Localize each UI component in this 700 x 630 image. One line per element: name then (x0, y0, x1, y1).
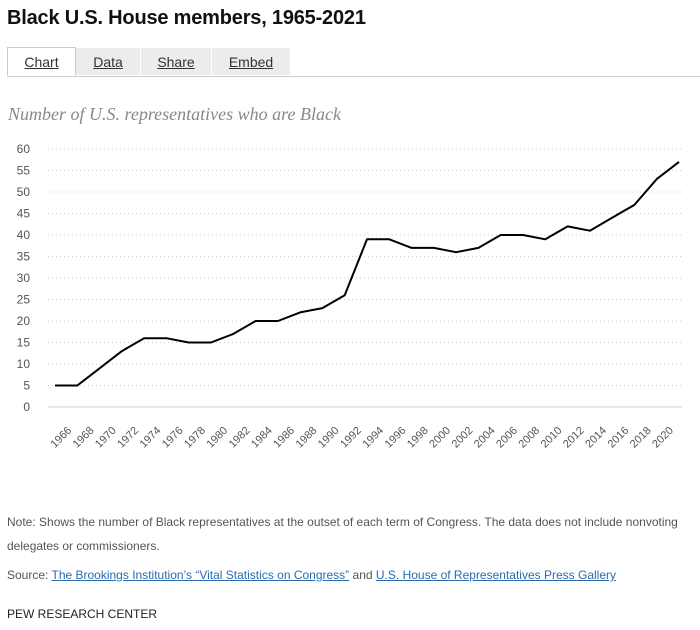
tab-chart[interactable]: Chart (7, 47, 76, 76)
chart-subtitle: Number of U.S. representatives who are B… (8, 104, 341, 124)
y-tick-label: 0 (23, 400, 30, 414)
x-tick-label: 1976 (160, 425, 186, 451)
y-tick-label: 10 (17, 357, 31, 371)
x-tick-label: 1992 (338, 425, 364, 451)
line-chart: 0 5 10 15 20 25 30 35 40 45 50 55 60 1966196819701972… (17, 142, 682, 451)
y-tick-label: 25 (17, 293, 31, 307)
y-tick-label: 50 (17, 185, 31, 199)
x-tick-label: 2018 (628, 425, 654, 451)
x-tick-label: 2004 (472, 425, 498, 451)
x-tick-label: 2008 (516, 425, 542, 451)
x-tick-label: 2006 (494, 425, 520, 451)
x-tick-label: 1970 (93, 425, 119, 451)
x-tick-label: 2012 (561, 425, 587, 451)
source-mid: and (349, 568, 376, 582)
source-link-brookings[interactable]: The Brookings Institution’s “Vital Stati… (51, 568, 350, 582)
y-tick-label: 20 (17, 314, 31, 328)
x-tick-label: 1966 (48, 425, 74, 451)
x-tick-label: 1984 (249, 425, 275, 451)
x-tick-label: 1990 (316, 425, 342, 451)
x-tick-label: 1982 (227, 425, 253, 451)
x-tick-label: 1972 (115, 425, 141, 451)
x-tick-label: 2014 (583, 425, 609, 451)
source-link-house-press-gallery[interactable]: U.S. House of Representatives Press Gall… (375, 568, 616, 582)
x-tick-label: 2010 (539, 425, 565, 451)
x-tick-label: 2000 (427, 425, 453, 451)
x-tick-label: 2002 (450, 425, 476, 451)
y-tick-label: 5 (23, 379, 30, 393)
x-tick-label: 1968 (71, 425, 97, 451)
x-tick-label: 1974 (138, 425, 164, 451)
tab-bar: Chart Data Share Embed (7, 47, 700, 77)
y-tick-label: 55 (17, 164, 31, 178)
chart-note: Note: Shows the number of Black represen… (7, 515, 678, 553)
tab-embed[interactable]: Embed (212, 48, 290, 75)
y-tick-label: 15 (17, 336, 31, 350)
y-tick-label: 30 (17, 271, 31, 285)
x-tick-label: 1986 (271, 425, 297, 451)
x-tick-label: 1980 (204, 425, 230, 451)
y-tick-label: 60 (17, 142, 31, 156)
x-tick-label: 1988 (294, 425, 320, 451)
x-tick-label: 1978 (182, 425, 208, 451)
y-tick-label: 40 (17, 228, 31, 242)
x-tick-label: 1994 (360, 425, 386, 451)
chart-title: Black U.S. House members, 1965-2021 (7, 7, 366, 29)
chart-source: Source: The Brookings Institution’s “Vit… (7, 568, 616, 582)
source-prefix: Source: (7, 568, 52, 582)
tab-data[interactable]: Data (76, 48, 140, 75)
x-tick-label: 2020 (650, 425, 676, 451)
tab-share[interactable]: Share (141, 48, 211, 75)
pew-credit: PEW RESEARCH CENTER (7, 607, 158, 621)
y-tick-label: 35 (17, 250, 31, 264)
y-tick-label: 45 (17, 207, 31, 221)
x-tick-label: 1996 (383, 425, 409, 451)
x-tick-label: 1998 (405, 425, 431, 451)
data-line (55, 161, 680, 387)
x-tick-label: 2016 (606, 425, 632, 451)
